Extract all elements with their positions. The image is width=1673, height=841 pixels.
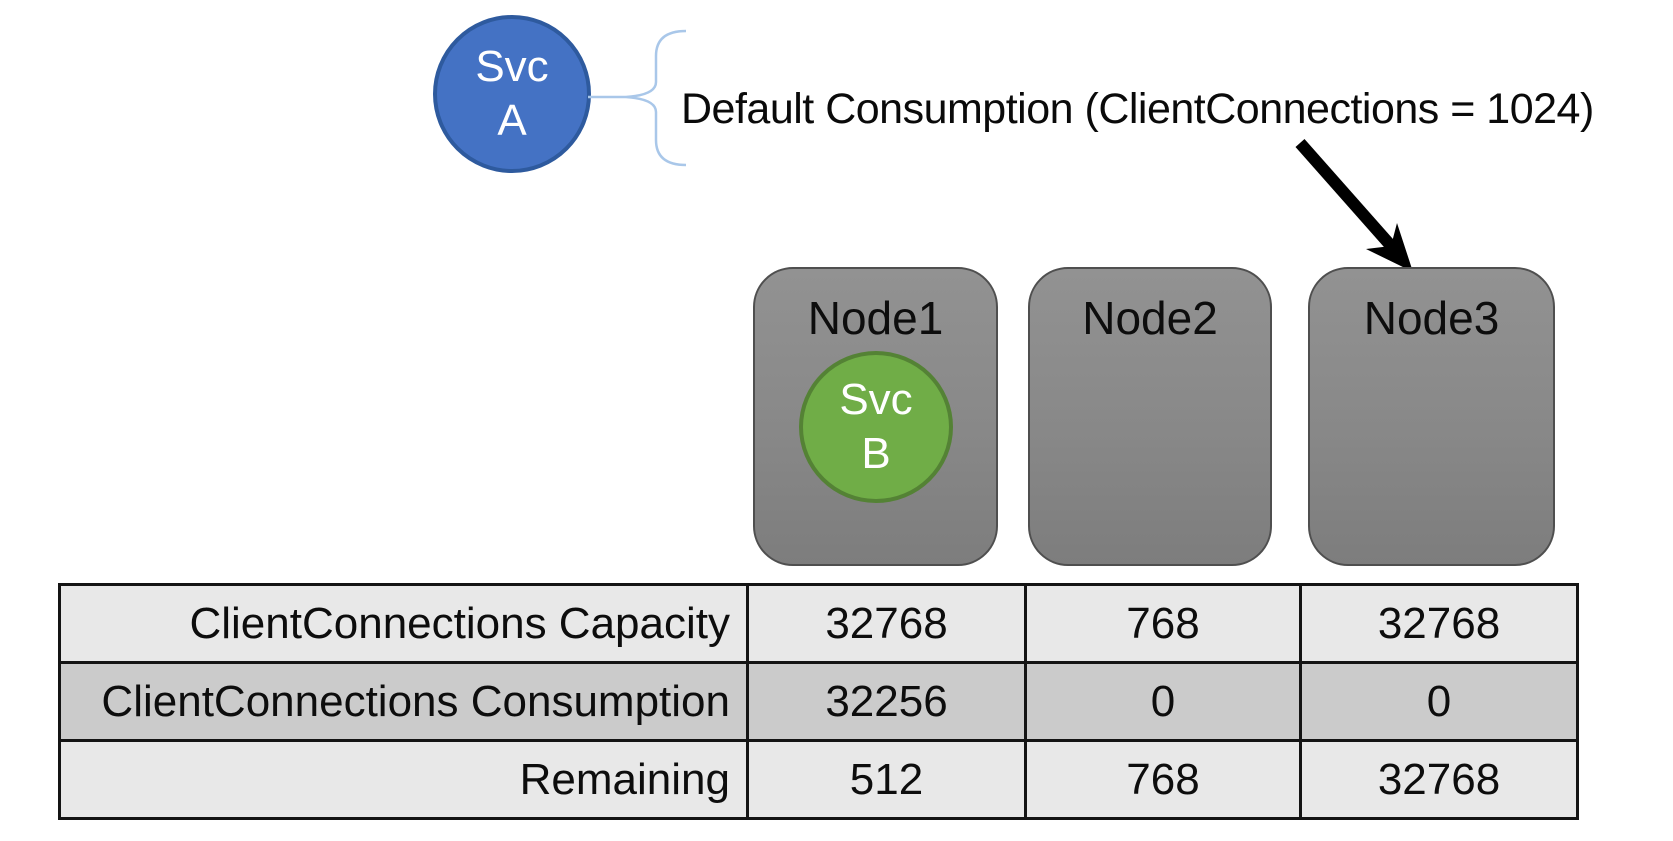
node3-label: Node3 bbox=[1363, 292, 1500, 344]
node2-label: Node2 bbox=[1082, 292, 1218, 344]
service-b-label-line1: Svc bbox=[839, 375, 913, 425]
capacity-node3: 32768 bbox=[1299, 583, 1579, 664]
node3-box: Node3 bbox=[1308, 267, 1555, 566]
row-capacity-label: ClientConnections Capacity bbox=[58, 583, 749, 664]
consumption-node2: 0 bbox=[1024, 661, 1302, 742]
curly-brace bbox=[588, 29, 687, 167]
consumption-node1: 32256 bbox=[746, 661, 1027, 742]
table-row: ClientConnections Capacity 32768 768 327… bbox=[58, 583, 1579, 664]
table-row: ClientConnections Consumption 32256 0 0 bbox=[58, 661, 1579, 742]
row-consumption-label: ClientConnections Consumption bbox=[58, 661, 749, 742]
annotation-text: Default Consumption (ClientConnections =… bbox=[681, 85, 1594, 133]
service-a-circle: Svc A bbox=[433, 15, 591, 173]
node1-box: Node1 Svc B bbox=[753, 267, 998, 566]
table-row: Remaining 512 768 32768 bbox=[58, 739, 1579, 820]
service-b-circle: Svc B bbox=[799, 351, 953, 503]
capacity-table: ClientConnections Capacity 32768 768 327… bbox=[58, 583, 1579, 820]
remaining-node1: 512 bbox=[746, 739, 1027, 820]
capacity-node1: 32768 bbox=[746, 583, 1027, 664]
service-b-label-line2: B bbox=[861, 429, 891, 478]
arrow-to-node3 bbox=[1295, 139, 1413, 272]
consumption-node3: 0 bbox=[1299, 661, 1579, 742]
node2-box: Node2 bbox=[1028, 267, 1272, 566]
service-a-label-line1: Svc bbox=[475, 42, 549, 92]
node1-label: Node1 bbox=[807, 292, 944, 344]
remaining-node3: 32768 bbox=[1299, 739, 1579, 820]
row-remaining-label: Remaining bbox=[58, 739, 749, 820]
remaining-node2: 768 bbox=[1024, 739, 1302, 820]
service-a-label-line2: A bbox=[497, 96, 527, 145]
capacity-node2: 768 bbox=[1024, 583, 1302, 664]
